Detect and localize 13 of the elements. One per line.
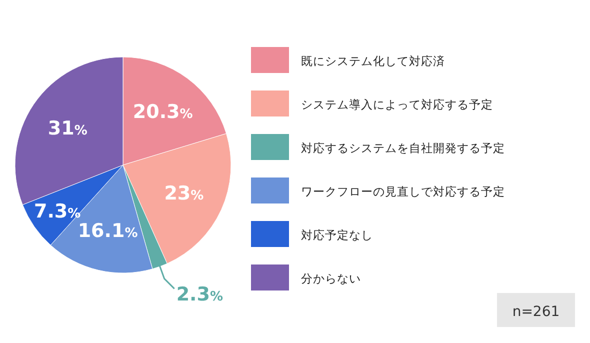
legend-label: 対応予定なし (301, 228, 373, 242)
legend-label: ワークフローの見直しで対応する予定 (301, 184, 505, 198)
legend-label: 対応するシステムを自社開発する予定 (301, 141, 505, 155)
legend-label: 分からない (301, 272, 361, 286)
data-label: 2.3% (176, 284, 224, 306)
legend-label: 既にシステム化して対応済 (301, 54, 445, 68)
data-label: 20.3% (132, 101, 193, 124)
data-label: 23% (164, 182, 204, 205)
legend-label: システム導入によって対応する予定 (301, 98, 493, 112)
data-label: 16.1% (78, 220, 138, 242)
data-label: 7.3% (34, 200, 81, 223)
data-label: 31% (48, 117, 88, 140)
text: n=261 (512, 304, 560, 320)
